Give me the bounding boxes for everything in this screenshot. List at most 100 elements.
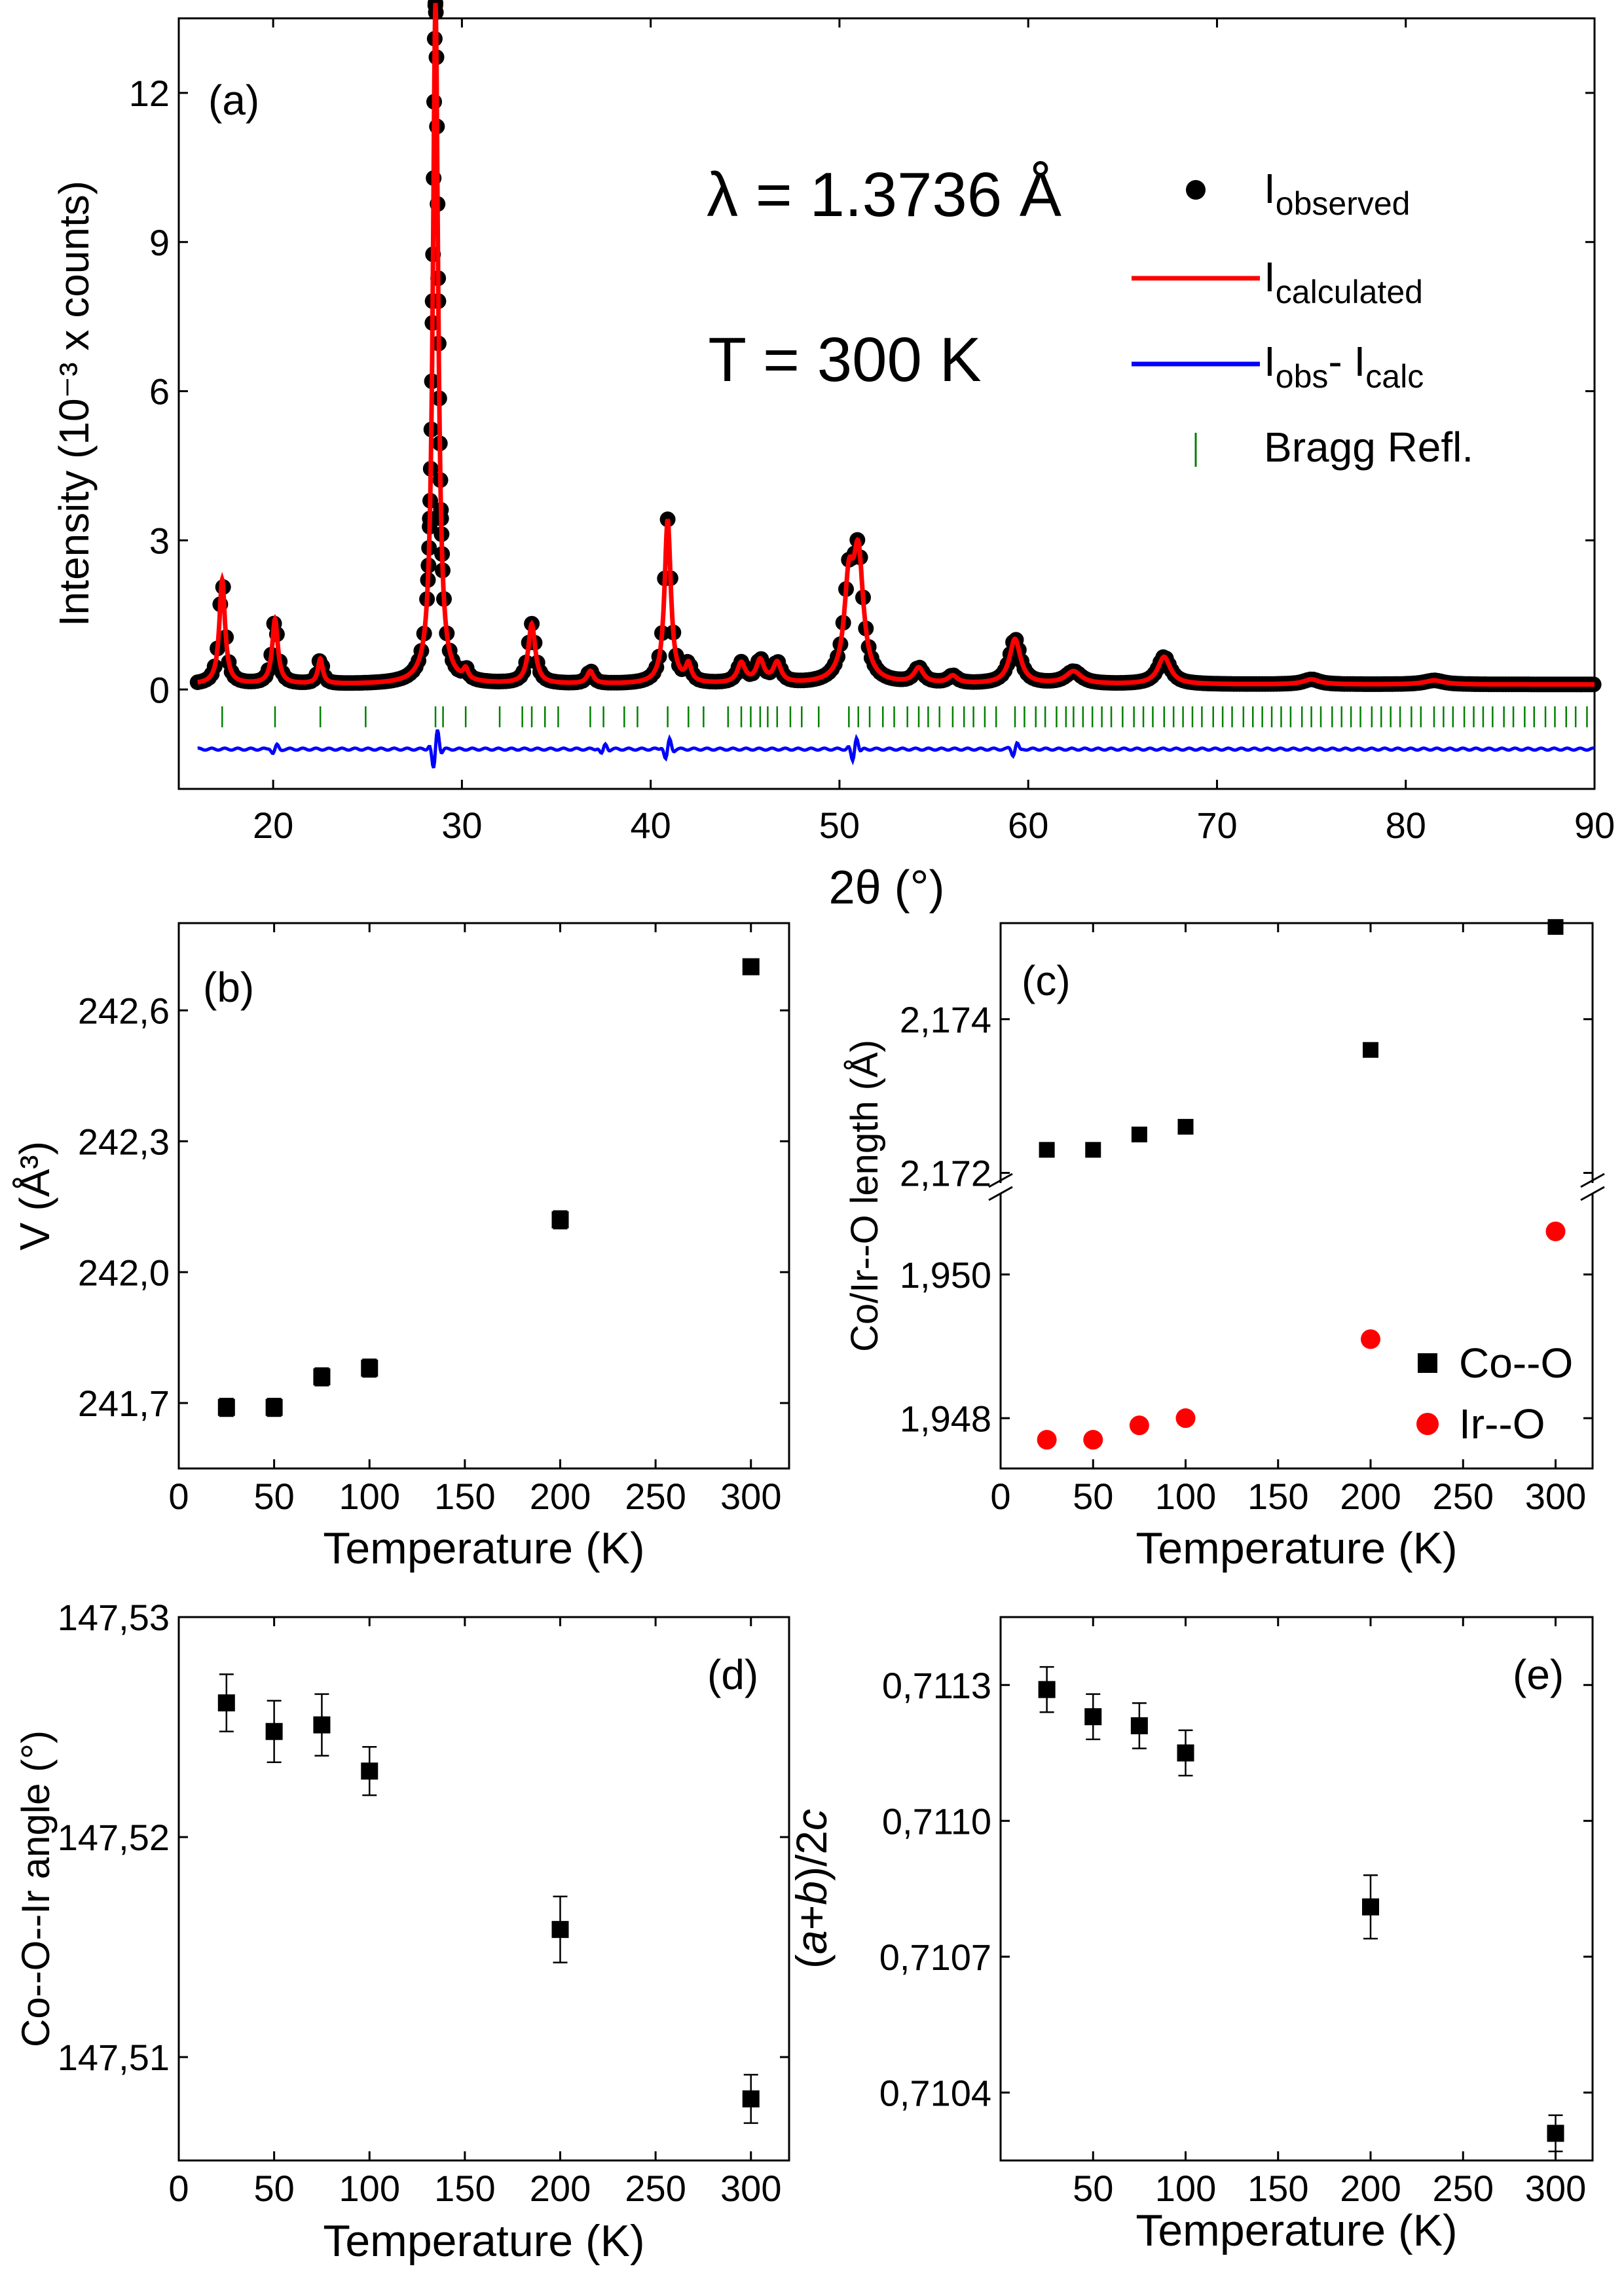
data-point — [1547, 919, 1564, 935]
y-tick-label: 242,0 — [78, 1252, 170, 1293]
legend-ir-marker — [1416, 1413, 1439, 1435]
panel-label: (e) — [1513, 1651, 1564, 1698]
y-axis-label: Co/Ir--O length (Å) — [843, 1040, 886, 1352]
data-point — [1084, 1708, 1102, 1726]
data-point — [361, 1359, 378, 1377]
x-tick-label: 0 — [168, 2168, 189, 2209]
lower-y-tick-label: 1,948 — [900, 1398, 991, 1439]
x-tick-label: 250 — [625, 2168, 686, 2209]
x-tick-label: 20 — [253, 805, 293, 846]
lower-y-tick-label: 1,950 — [900, 1254, 991, 1296]
x-axis-label: 2θ (°) — [829, 862, 945, 914]
x-tick-label: 50 — [1073, 2168, 1113, 2209]
x-tick-label: 50 — [253, 2168, 294, 2209]
x-tick-label: 150 — [434, 2168, 495, 2209]
x-tick-label: 200 — [530, 1476, 591, 1517]
data-point — [1037, 1430, 1057, 1450]
difference-line — [197, 729, 1595, 769]
axis-break-mark — [988, 1173, 1013, 1188]
x-tick-label: 60 — [1008, 805, 1048, 846]
upper-y-tick-label: 2,174 — [900, 999, 991, 1040]
axis-break-mark — [1580, 1173, 1605, 1188]
x-tick-label: 0 — [990, 1476, 1010, 1517]
y-tick-label: 242,6 — [78, 990, 170, 1031]
wavelength-annotation: λ = 1.3736 Å — [707, 160, 1061, 230]
data-point — [217, 1694, 235, 1712]
data-point — [361, 1762, 378, 1780]
plot-frame — [999, 1616, 1594, 2162]
data-point — [1362, 1898, 1379, 1916]
x-tick-label: 90 — [1574, 805, 1615, 846]
panel-e: 50 100 150 200 250 300 0,7104 0,7107 0,7110 0,711… — [787, 1616, 1594, 2255]
y-tick-label: 147,53 — [58, 1597, 170, 1638]
x-tick-label: 300 — [1525, 1476, 1586, 1517]
x-tick-label: 150 — [1247, 1476, 1308, 1517]
x-tick-label: 50 — [253, 1476, 294, 1517]
y-tick-label: 0 — [149, 669, 170, 710]
panel-label: (b) — [203, 964, 254, 1011]
y-tick-label: 0,7107 — [879, 1937, 991, 1978]
x-tick-label: 100 — [339, 2168, 400, 2209]
data-point — [265, 1722, 283, 1740]
plot-frame — [177, 17, 1596, 790]
x-tick-label: 100 — [339, 1476, 400, 1517]
data-point — [1130, 1717, 1148, 1734]
y-tick-label: 0,7104 — [879, 2072, 991, 2113]
data-point — [742, 2090, 760, 2107]
data-point — [551, 1211, 569, 1229]
x-tick-label: 150 — [434, 1476, 495, 1517]
legend-observed-marker — [1186, 180, 1206, 200]
panel-c: 0 50 100 150 200 250 300 2,172 2,174 1,948 1,950 Co… — [843, 919, 1605, 1573]
legend-label: Iobs- Icalc — [1264, 338, 1424, 395]
y-tick-label: 6 — [149, 371, 170, 412]
x-tick-label: 50 — [1073, 1476, 1113, 1517]
y-tick-label: 147,52 — [58, 1817, 170, 1858]
x-tick-label: 30 — [441, 805, 482, 846]
x-axis-label: Temperature (K) — [1135, 2206, 1457, 2255]
data-point — [1177, 1744, 1194, 1762]
data-point — [1418, 1353, 1437, 1373]
data-point — [1083, 1430, 1103, 1450]
x-tick-label: 200 — [1340, 1476, 1401, 1517]
plot-frame — [177, 922, 790, 1470]
panel-label: (a) — [208, 77, 259, 124]
data-point — [1545, 1221, 1566, 1241]
panel-d: 0 50 100 150 200 250 300 147,51 147,52 147,53 Temp… — [14, 1597, 790, 2266]
bragg-reflections — [221, 706, 1588, 727]
data-point — [217, 1398, 235, 1416]
data-point — [742, 958, 760, 975]
x-tick-label: 300 — [1525, 2168, 1586, 2209]
data-point — [1085, 1142, 1101, 1158]
y-tick-label: 241,7 — [78, 1383, 170, 1424]
panel-a: 20 30 40 50 60 70 80 90 0 3 6 9 12 2θ (°) Intensity (1… — [50, 0, 1615, 914]
data-point — [1039, 1142, 1055, 1158]
legend: Co--O Ir--O — [1416, 1339, 1573, 1448]
y-axis-label: Intensity (10⁻³ x counts) — [50, 181, 98, 627]
panel-label: (c) — [1022, 957, 1071, 1004]
y-axis-label: (a+b)/2c — [787, 1809, 836, 1969]
data-point — [1361, 1329, 1380, 1349]
x-tick-label: 40 — [631, 805, 671, 846]
y-tick-label: 12 — [129, 73, 170, 114]
x-tick-label: 100 — [1155, 2168, 1216, 2209]
data-point — [1175, 1408, 1196, 1429]
plot-frame — [999, 922, 1594, 1470]
legend-label: Bragg Refl. — [1264, 424, 1473, 471]
legend-label: Iobserved — [1264, 165, 1410, 222]
x-axis-label: Temperature (K) — [323, 2216, 644, 2266]
legend: Iobserved Icalculated Iobs- Icalc Bragg Ref… — [1132, 165, 1473, 471]
data-point — [551, 1921, 569, 1939]
data-point — [313, 1716, 331, 1734]
x-tick-label: 200 — [530, 2168, 591, 2209]
y-tick-label: 242,3 — [78, 1121, 170, 1162]
legend-label: Co--O — [1459, 1339, 1573, 1387]
x-tick-label: 200 — [1340, 2168, 1401, 2209]
legend-label: Ir--O — [1459, 1400, 1545, 1448]
data-point — [1363, 1042, 1378, 1058]
legend-label: Icalculated — [1264, 253, 1423, 310]
data-point — [313, 1368, 331, 1386]
data-point — [1131, 1126, 1147, 1142]
calculated-line — [197, 3, 1595, 687]
data-point — [265, 1398, 283, 1416]
